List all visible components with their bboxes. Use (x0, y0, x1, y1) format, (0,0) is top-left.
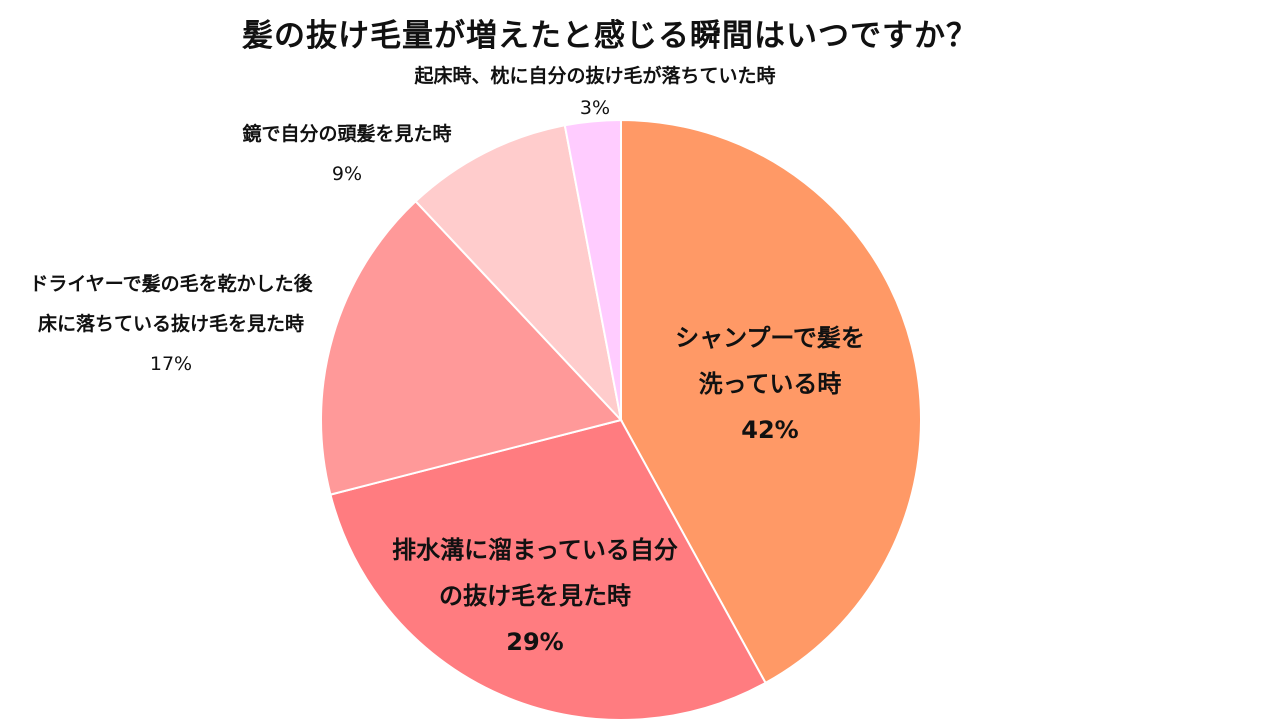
slice-label-shampoo: シャンプーで髪を 洗っている時 42% (620, 315, 920, 453)
slice-value-label: 29% (506, 628, 564, 656)
slice-label-dryer: ドライヤーで髪の毛を乾かした後 床に落ちている抜け毛を見た時 17% (0, 264, 342, 384)
slice-value-label: 42% (741, 416, 799, 444)
slice-value-label: 3% (579, 97, 611, 119)
slice-label-line: 排水溝に溜まっている自分 (392, 536, 678, 564)
slice-dryer (320, 199, 623, 496)
slice-pillow (563, 118, 622, 421)
slice-label-pillow: 起床時、枕に自分の抜け毛が落ちていた時 3% (380, 60, 810, 124)
slice-label-mirror: 鏡で自分の頭髪を見た時 9% (197, 114, 497, 194)
slice-label-line: 洗っている時 (698, 370, 842, 398)
chart-title: 髪の抜け毛量が増えたと感じる瞬間はいつですか？ (242, 18, 978, 54)
slice-mirror (414, 124, 623, 424)
slice-label-line: 床に落ちている抜け毛を見た時 (37, 313, 304, 335)
slice-shampoo (620, 118, 922, 685)
slice-label-line: 鏡で自分の頭髪を見た時 (242, 123, 452, 145)
slice-value-label: 9% (331, 163, 363, 185)
slice-label-line: ドライヤーで髪の毛を乾かした後 (29, 273, 313, 295)
slice-label-drain: 排水溝に溜まっている自分 の抜け毛を見た時 29% (365, 527, 705, 665)
slice-drain (329, 418, 767, 720)
slice-label-line: シャンプーで髪を (675, 324, 865, 352)
slice-value-label: 17% (149, 353, 193, 375)
slice-label-line: 起床時、枕に自分の抜け毛が落ちていた時 (414, 65, 776, 87)
slice-label-line: の抜け毛を見た時 (439, 582, 631, 610)
